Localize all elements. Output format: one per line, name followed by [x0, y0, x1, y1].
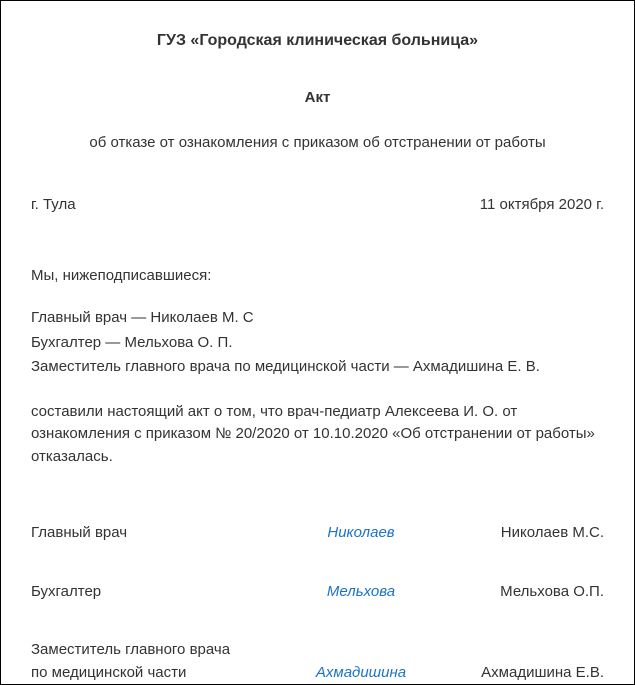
- signature-row: Заместитель главного врача по медицинско…: [31, 639, 604, 684]
- signer-line: Заместитель главного врача по медицинско…: [31, 356, 604, 379]
- signature-role: Главный врач: [31, 522, 271, 545]
- document-type: Акт: [31, 87, 604, 110]
- signature-role: Бухгалтер: [31, 581, 271, 604]
- signature-row: Главный врач Николаев Николаев М.С.: [31, 522, 604, 545]
- signature-row: Бухгалтер Мельхова Мельхова О.П.: [31, 581, 604, 604]
- signature-name: Мельхова О.П.: [451, 581, 604, 604]
- body-text: составили настоящий акт о том, что врач-…: [31, 401, 604, 469]
- signature-handwriting: Николаев: [271, 522, 451, 545]
- signers-list: Главный врач — Николаев М. С Бухгалтер —…: [31, 307, 604, 379]
- signature-handwriting: Ахмадишина: [271, 662, 451, 685]
- document-frame: ГУЗ «Городская клиническая больница» Акт…: [0, 0, 635, 685]
- date-text: 11 октября 2020 г.: [480, 194, 604, 217]
- signature-role-line: Главный врач: [31, 522, 271, 545]
- signature-role-line: по медицинской части: [31, 662, 271, 685]
- signature-role-line: Заместитель главного врача: [31, 639, 271, 662]
- city-date-row: г. Тула 11 октября 2020 г.: [31, 194, 604, 217]
- intro-text: Мы, нижеподписавшиеся:: [31, 265, 604, 288]
- organization-title: ГУЗ «Городская клиническая больница»: [31, 29, 604, 53]
- signer-line: Главный врач — Николаев М. С: [31, 307, 604, 330]
- signature-role-line: Бухгалтер: [31, 581, 271, 604]
- signature-name: Николаев М.С.: [451, 522, 604, 545]
- signature-role: Заместитель главного врача по медицинско…: [31, 639, 271, 684]
- signature-name: Ахмадишина Е.В.: [451, 662, 604, 685]
- signer-line: Бухгалтер — Мельхова О. П.: [31, 332, 604, 355]
- city-text: г. Тула: [31, 194, 76, 217]
- signature-handwriting: Мельхова: [271, 581, 451, 604]
- document-subject: об отказе от ознакомления с приказом об …: [31, 132, 604, 155]
